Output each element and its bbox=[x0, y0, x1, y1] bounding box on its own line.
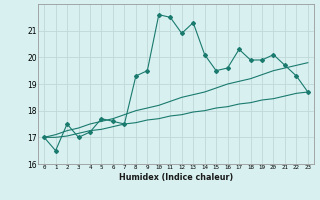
X-axis label: Humidex (Indice chaleur): Humidex (Indice chaleur) bbox=[119, 173, 233, 182]
